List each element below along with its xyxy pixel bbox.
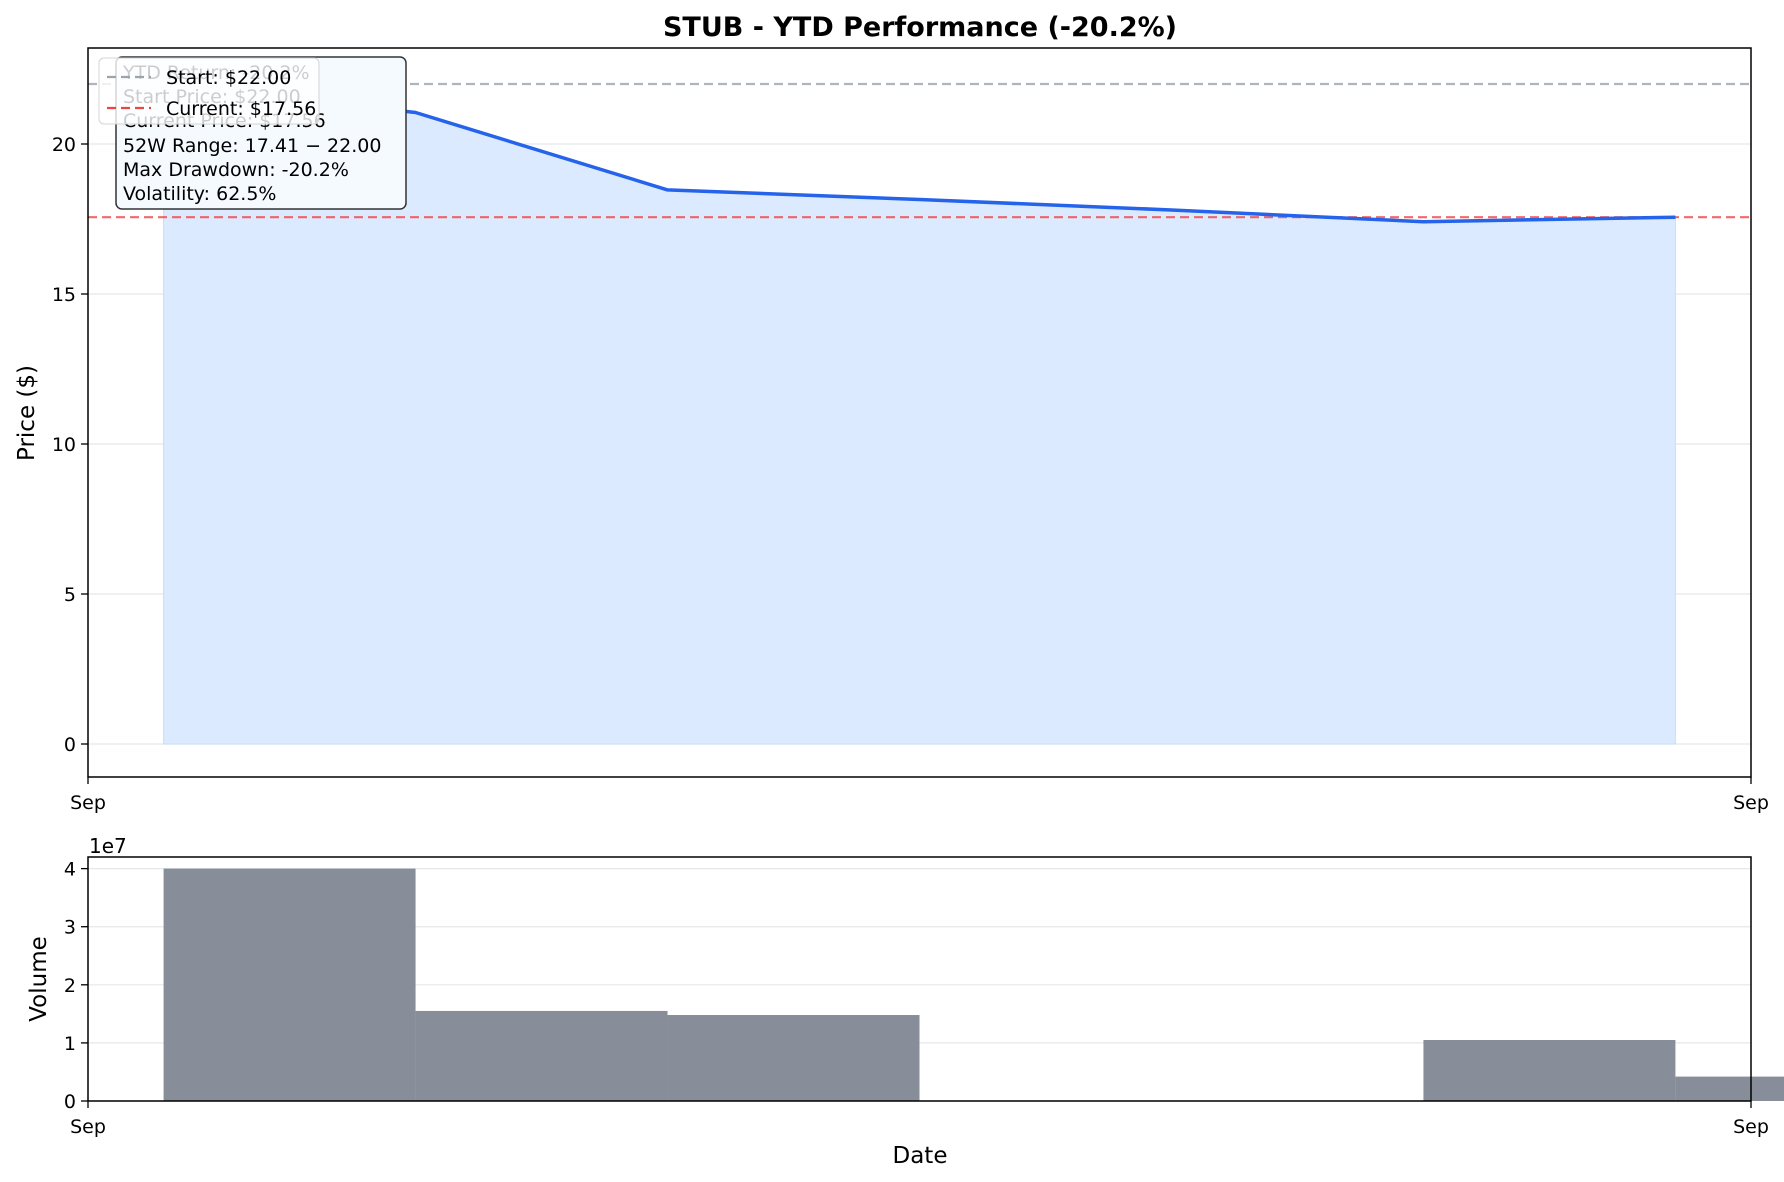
price-y-tick-label: 5 xyxy=(64,584,76,606)
price-x-tick-label: Sep xyxy=(70,792,106,814)
volume-plot-frame xyxy=(87,856,1752,1102)
legend: Start: $22.00 Current: $17.56 xyxy=(98,57,320,125)
volume-x-ticks: Sep Sep xyxy=(70,1101,1769,1138)
volume-bar xyxy=(1675,1076,1784,1101)
price-y-tick-label: 0 xyxy=(64,734,76,756)
price-y-tick-label: 15 xyxy=(52,284,76,306)
volume-y-tick-label: 2 xyxy=(64,975,76,997)
volume-y-tick-label: 4 xyxy=(64,859,76,881)
legend-frame xyxy=(98,57,320,125)
reference-lines xyxy=(88,82,1751,219)
price-plot-frame xyxy=(87,47,1752,778)
volume-x-tick-label: Sep xyxy=(1733,1116,1769,1138)
volume-y-tick-label: 0 xyxy=(64,1091,76,1113)
volume-bars xyxy=(163,868,1784,1101)
volume-x-axis-label: Date xyxy=(893,1143,948,1169)
volume-bar xyxy=(667,1015,920,1101)
volume-bar xyxy=(1423,1040,1676,1101)
volume-scale-label: 1e7 xyxy=(89,834,127,858)
stats-line: Max Drawdown: -20.2% xyxy=(123,159,349,181)
volume-bar xyxy=(415,1010,668,1101)
price-x-ticks: Sep Sep xyxy=(70,777,1769,814)
price-y-axis-label: Price ($) xyxy=(14,365,40,461)
volume-x-tick-label: Sep xyxy=(70,1116,106,1138)
legend-items: Start: $22.00 Current: $17.56 xyxy=(107,67,316,120)
volume-bar xyxy=(163,868,416,1101)
legend-label: Start: $22.00 xyxy=(166,67,291,89)
chart-title: STUB - YTD Performance (-20.2%) xyxy=(663,12,1177,43)
price-y-ticks: 0 5 10 15 20 xyxy=(52,134,88,756)
volume-y-tick-label: 1 xyxy=(64,1033,76,1055)
price-y-tick-label: 20 xyxy=(52,134,76,156)
stats-line: 52W Range: 17.41 − 22.00 xyxy=(123,135,381,157)
volume-y-tick-label: 3 xyxy=(64,917,76,939)
price-y-tick-label: 10 xyxy=(52,434,76,456)
legend-label: Current: $17.56 xyxy=(166,98,316,120)
volume-y-ticks: 0 1 2 3 4 xyxy=(64,859,88,1113)
stats-line: Volatility: 62.5% xyxy=(123,183,276,205)
price-x-tick-label: Sep xyxy=(1733,792,1769,814)
volume-y-axis-label: Volume xyxy=(26,936,52,1022)
